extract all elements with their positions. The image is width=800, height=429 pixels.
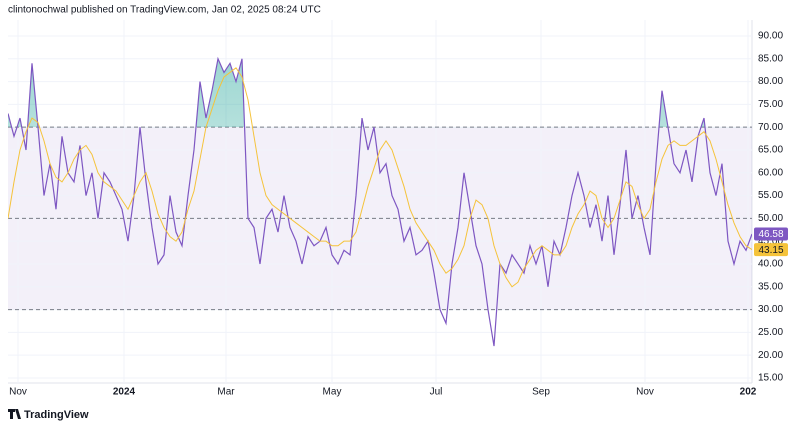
y-tick-label: 40.00 — [758, 259, 783, 270]
y-tick-label: 75.00 — [758, 99, 783, 110]
y-tick-label: 25.00 — [758, 327, 783, 338]
y-tick-label: 20.00 — [758, 350, 783, 361]
x-tick-label: Nov — [636, 387, 654, 398]
x-tick-label: May — [323, 387, 342, 398]
y-tick-label: 15.00 — [758, 373, 783, 384]
y-tick-label: 80.00 — [758, 76, 783, 87]
x-tick-label: 202 — [740, 387, 757, 398]
plot: 15.00 20.00 25.00 30.00 35.00 40.00 45.00 50.00… — [8, 20, 783, 398]
y-tick-label: 50.00 — [758, 213, 783, 224]
series-line — [8, 67, 752, 288]
y-tick-label: 70.00 — [758, 122, 783, 133]
y-tick-label: 85.00 — [758, 53, 783, 64]
x-tick-label: Nov — [9, 387, 27, 398]
last-value-label: 46.58 — [758, 229, 783, 240]
y-tick-label: 65.00 — [758, 145, 783, 156]
x-tick-label: Sep — [532, 387, 550, 398]
x-tick-label: Mar — [217, 387, 235, 398]
x-tick-label: Jul — [430, 387, 443, 398]
x-tick-label: 2024 — [113, 387, 136, 398]
header: clintonochwal published on TradingView.c… — [8, 5, 321, 16]
y-tick-label: 60.00 — [758, 167, 783, 178]
series-line — [8, 56, 752, 347]
last-value-label: 43.15 — [758, 245, 783, 256]
logo — [8, 409, 21, 419]
y-tick-label: 30.00 — [758, 304, 783, 315]
y-tick-label: 90.00 — [758, 31, 783, 42]
y-tick-label: 35.00 — [758, 281, 783, 292]
footer: TradingView — [24, 409, 89, 421]
y-tick-label: 45.00 — [758, 236, 783, 247]
y-tick-label: 55.00 — [758, 190, 783, 201]
last-value-tag — [754, 243, 788, 257]
last-value-tag — [754, 227, 788, 241]
